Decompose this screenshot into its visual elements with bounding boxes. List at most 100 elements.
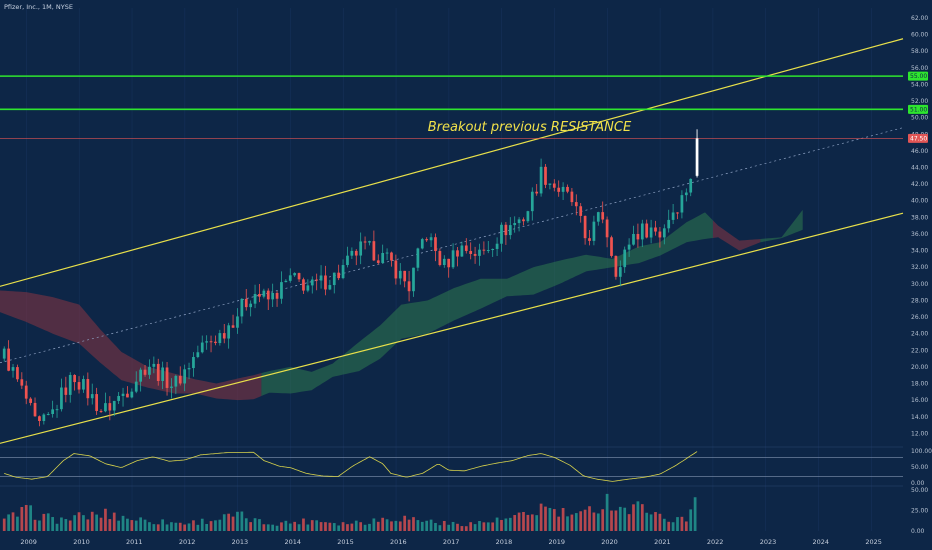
candle-body	[500, 224, 503, 244]
candle-body	[649, 227, 653, 238]
y-tick-label: 32.00	[911, 264, 928, 271]
y-tick-label: 46.00	[911, 148, 928, 155]
candle-body	[636, 233, 640, 240]
volume-bar	[302, 518, 305, 531]
y-tick-label: 38.00	[911, 214, 928, 221]
candle-body	[302, 279, 305, 291]
candle-body	[350, 250, 354, 256]
candle-body	[354, 250, 358, 256]
volume-bar	[156, 524, 160, 531]
candle-body	[478, 249, 481, 256]
candle-body	[275, 292, 279, 299]
volume-bar	[557, 516, 561, 531]
volume-bar	[196, 524, 200, 531]
volume-bar	[95, 514, 99, 531]
candle-body	[51, 409, 54, 415]
oscillator-tick-label: 0.00	[911, 480, 925, 487]
volume-bar	[288, 523, 292, 531]
candle-body	[205, 341, 209, 343]
candle-body	[266, 290, 270, 300]
candle-body	[390, 252, 393, 261]
volume-bar	[324, 522, 327, 531]
volume-bar	[605, 493, 609, 531]
candle-body	[262, 290, 266, 297]
volume-bar	[566, 516, 569, 531]
volume-bar	[104, 508, 107, 531]
y-tick-label: 24.00	[911, 331, 928, 338]
volume-bar	[526, 514, 530, 531]
volume-bar	[627, 514, 631, 531]
y-tick-label: 50.00	[911, 115, 928, 122]
candle-body	[288, 275, 292, 281]
candle-body	[517, 219, 521, 224]
volume-bar	[200, 518, 204, 531]
candle-body	[469, 250, 473, 254]
candle-body	[438, 251, 442, 266]
candle-body	[491, 248, 495, 251]
volume-bar	[676, 517, 679, 531]
candle-body	[209, 341, 213, 343]
ichimoku-cloud-bearish	[0, 290, 262, 401]
channel-lower-line	[0, 212, 904, 444]
candle-body	[20, 379, 24, 386]
candle-body	[363, 241, 367, 243]
x-tick-label: 2018	[496, 538, 513, 546]
candle-body	[178, 375, 182, 384]
volume-bar	[209, 521, 213, 531]
volume-bar	[315, 520, 319, 531]
volume-bar	[610, 510, 613, 531]
volume-bar	[297, 524, 301, 531]
volume-bar	[187, 523, 191, 531]
x-tick-label: 2011	[126, 538, 143, 546]
candle-body	[218, 333, 222, 344]
volume-bar	[121, 515, 125, 531]
candle-body	[539, 166, 543, 194]
candle-body	[341, 265, 345, 279]
volume-bar	[258, 519, 261, 531]
x-tick-label: 2017	[443, 538, 460, 546]
y-tick-label: 16.00	[911, 397, 928, 404]
volume-bar	[530, 514, 534, 531]
volume-bar	[640, 504, 644, 531]
x-tick-label: 2012	[179, 538, 196, 546]
y-tick-label: 12.00	[911, 430, 928, 437]
volume-bar	[249, 522, 253, 531]
candle-body	[222, 333, 226, 339]
x-tick-label: 2016	[390, 538, 407, 546]
candle-body	[139, 369, 143, 382]
candle-body	[200, 342, 204, 353]
candle-body	[618, 267, 622, 277]
candle-body	[121, 393, 125, 397]
volume-bar	[394, 520, 398, 531]
x-tick-label: 2022	[707, 538, 724, 546]
volume-bar	[262, 524, 266, 531]
volume-bar	[244, 518, 248, 531]
candle-body	[684, 192, 688, 196]
candle-body	[442, 258, 446, 266]
volume-bar	[192, 520, 195, 531]
candle-body	[165, 367, 169, 388]
candle-body	[658, 231, 662, 238]
volume-tick-label: 50.00	[911, 487, 928, 494]
volume-bar	[332, 523, 336, 531]
candle-body	[667, 219, 671, 229]
candle-body	[324, 275, 327, 290]
volume-bar	[341, 522, 345, 531]
volume-bar	[570, 514, 574, 531]
candle-body	[416, 248, 420, 268]
candle-body	[526, 211, 530, 222]
x-tick-label: 2020	[601, 538, 618, 546]
candle-body	[601, 212, 605, 220]
x-tick-label: 2009	[20, 538, 37, 546]
volume-bar	[328, 522, 332, 531]
volume-bar	[469, 522, 473, 531]
volume-bar	[73, 515, 76, 531]
volume-bar	[266, 524, 270, 531]
volume-bar	[126, 518, 129, 531]
candle-body	[376, 260, 380, 263]
volume-bar	[7, 514, 10, 531]
volume-bar	[583, 509, 587, 531]
volume-bar	[293, 521, 297, 531]
volume-bar	[130, 520, 134, 531]
